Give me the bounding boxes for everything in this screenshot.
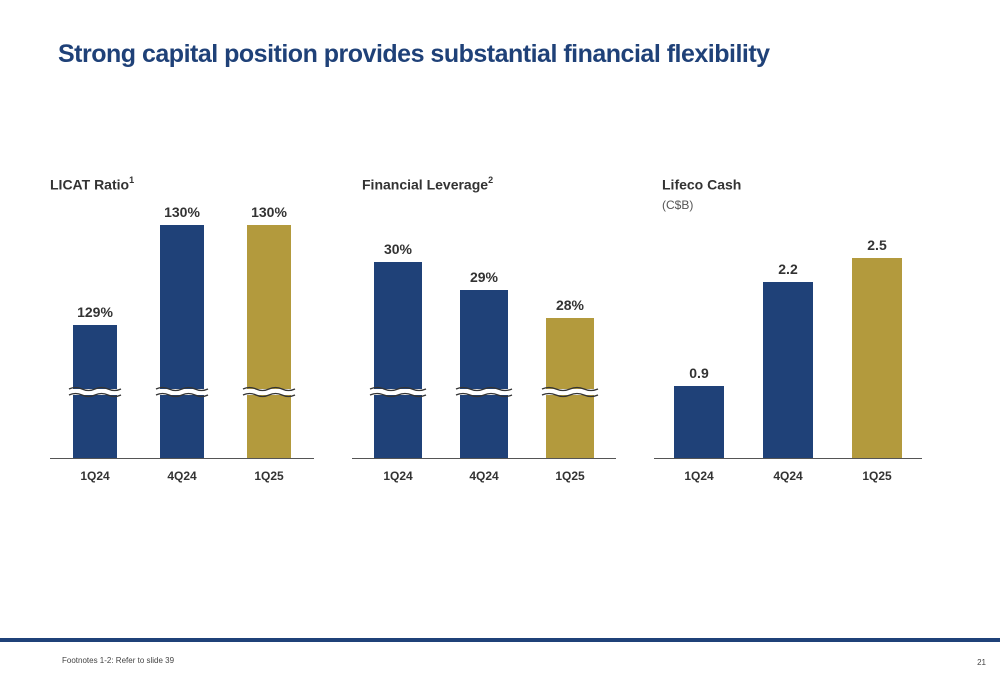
axis-break-gap [370, 389, 426, 395]
axis-break-gap [156, 389, 208, 395]
axis-break-line [242, 386, 296, 392]
axis-break-gap [69, 389, 121, 395]
licat-ratio-chart: LICAT Ratio1 129% 1Q24 130% 4Q24 130% 1Q25 [50, 170, 314, 500]
x-tick-label: 4Q24 [167, 469, 197, 483]
chart-title-text: Lifeco Cash [662, 176, 742, 193]
bar [763, 282, 813, 458]
footnote: Footnotes 1-2: Refer to slide 39 [62, 656, 175, 665]
page-title: Strong capital position provides substan… [58, 40, 770, 68]
chart-title-text: LICAT Ratio [50, 176, 130, 193]
lifeco-cash-plot: 0.9 1Q24 2.2 4Q24 2.5 1Q25 [654, 237, 922, 483]
axis-break-gap [243, 389, 295, 395]
axis-break-line [541, 392, 599, 398]
data-label: 28% [556, 297, 585, 313]
axis-break-line [541, 386, 599, 392]
data-label: 2.2 [778, 261, 798, 277]
footnote-marker: 2 [488, 175, 494, 185]
bar [674, 386, 724, 458]
axis-break-gap [456, 389, 512, 395]
x-tick-label: 1Q24 [80, 469, 110, 483]
axis-break-line [455, 386, 513, 392]
data-label: 29% [470, 269, 499, 285]
bar [374, 262, 422, 458]
data-label: 2.5 [867, 237, 887, 253]
data-label: 130% [251, 204, 287, 220]
bar [247, 225, 291, 458]
footer-divider [0, 638, 1000, 642]
chart-subtitle: (C$B) [662, 198, 694, 212]
lifeco-cash-chart: Lifeco Cash (C$B) 0.9 1Q24 2.2 4Q24 2.5 1Q25 [654, 170, 922, 500]
axis-break-line [155, 386, 209, 392]
chart-title: Financial Leverage2 [362, 175, 494, 193]
x-tick-label: 1Q25 [555, 469, 585, 483]
licat-ratio-plot: 129% 1Q24 130% 4Q24 130% 1Q25 [50, 204, 314, 483]
axis-break-gap [542, 389, 598, 395]
axis-break-line [242, 392, 296, 398]
x-tick-label: 1Q25 [862, 469, 892, 483]
x-tick-label: 1Q24 [684, 469, 714, 483]
axis-break-line [68, 392, 122, 398]
x-tick-label: 4Q24 [773, 469, 803, 483]
axis-break-line [369, 392, 427, 398]
bar [852, 258, 902, 458]
x-tick-label: 4Q24 [469, 469, 499, 483]
x-tick-label: 1Q25 [254, 469, 284, 483]
footnote-marker: 1 [129, 175, 135, 185]
axis-break-line [455, 392, 513, 398]
axis-break-line [68, 386, 122, 392]
x-tick-label: 1Q24 [383, 469, 413, 483]
financial-leverage-plot: 30% 1Q24 29% 4Q24 28% 1Q25 [352, 241, 616, 483]
financial-leverage-chart: Financial Leverage2 30% 1Q24 29% 4Q24 28% 1Q2… [352, 170, 616, 500]
data-label: 30% [384, 241, 413, 257]
data-label: 0.9 [689, 365, 709, 381]
chart-title: Lifeco Cash [662, 176, 741, 193]
chart-title: LICAT Ratio1 [50, 175, 135, 193]
data-label: 130% [164, 204, 200, 220]
bar [460, 290, 508, 458]
axis-break-line [155, 392, 209, 398]
bar [160, 225, 204, 458]
data-label: 129% [77, 304, 113, 320]
slide-number: 21 [977, 658, 986, 667]
chart-title-text: Financial Leverage [362, 176, 489, 193]
axis-break-line [369, 386, 427, 392]
